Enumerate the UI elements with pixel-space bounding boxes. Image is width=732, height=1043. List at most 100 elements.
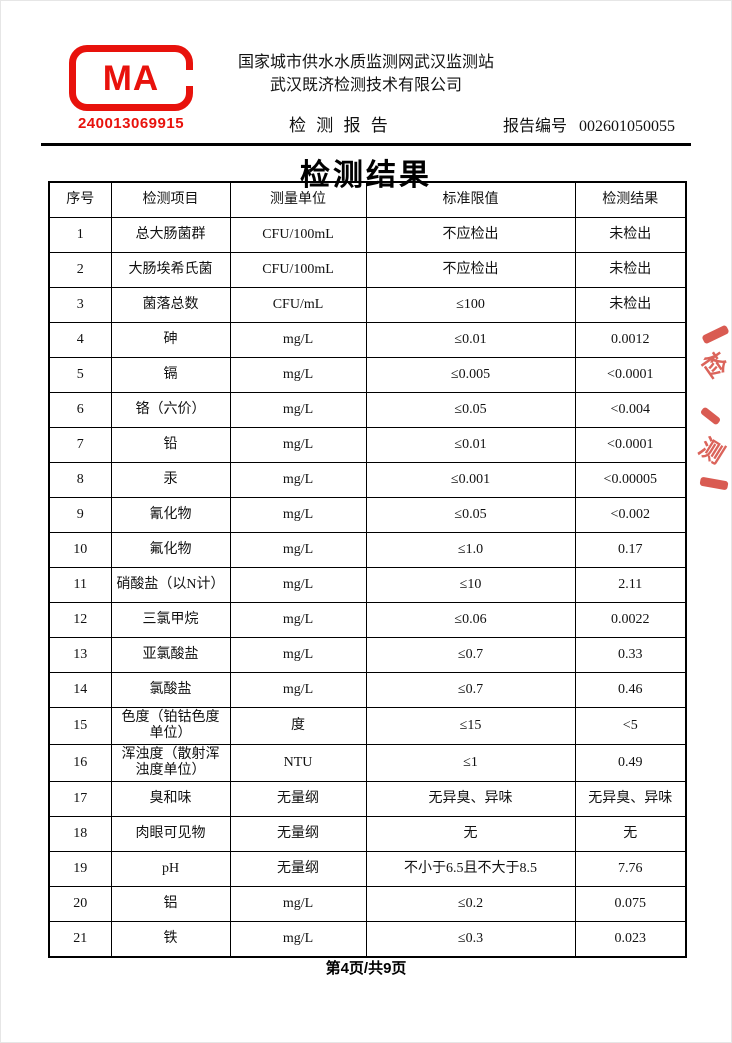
cell-item: pH (110, 851, 231, 887)
cell-index: 7 (48, 427, 112, 463)
cell-unit: 无量纲 (229, 816, 367, 852)
cell-index: 13 (48, 637, 112, 673)
cell-unit: 度 (229, 707, 367, 745)
seal-arc-icon (699, 406, 722, 426)
cell-item: 镉 (110, 357, 231, 393)
table-row: 11 硝酸盐（以N计） mg/L ≤10 2.11 (48, 567, 687, 603)
cma-logo-notch (185, 70, 193, 86)
seal-character-fragment: 检 (697, 348, 731, 384)
cell-index: 21 (48, 921, 112, 958)
col-header-unit: 测量单位 (229, 181, 367, 218)
cell-item: 大肠埃希氏菌 (110, 252, 231, 288)
cell-result: 未检出 (574, 252, 687, 288)
cell-unit: 无量纲 (229, 851, 367, 887)
cell-index: 1 (48, 217, 112, 253)
table-row: 8 汞 mg/L ≤0.001 <0.00005 (48, 462, 687, 498)
cell-index: 11 (48, 567, 112, 603)
cell-result: 未检出 (574, 217, 687, 253)
cell-result: 2.11 (574, 567, 687, 603)
cell-item: 砷 (110, 322, 231, 358)
cell-unit: mg/L (229, 357, 367, 393)
cell-unit: mg/L (229, 886, 367, 922)
table-row: 7 铅 mg/L ≤0.01 <0.0001 (48, 427, 687, 463)
table-body: 1 总大肠菌群 CFU/100mL 不应检出 未检出 2 大肠埃希氏菌 CFU/… (48, 217, 687, 958)
cell-item: 铅 (110, 427, 231, 463)
table-row: 3 菌落总数 CFU/mL ≤100 未检出 (48, 287, 687, 323)
cell-result: 无异臭、异味 (574, 781, 687, 817)
cell-unit: 无量纲 (229, 781, 367, 817)
cell-index: 6 (48, 392, 112, 428)
cell-unit: mg/L (229, 427, 367, 463)
cell-limit: 不应检出 (365, 217, 576, 253)
page-number: 第4页/共9页 (325, 960, 407, 977)
cell-result: 0.17 (574, 532, 687, 568)
table-row: 4 砷 mg/L ≤0.01 0.0012 (48, 322, 687, 358)
cell-item: 氯酸盐 (110, 672, 231, 708)
cell-unit: mg/L (229, 322, 367, 358)
table-row: 16 浑浊度（散射浑浊度单位） NTU ≤1 0.49 (48, 744, 687, 782)
cell-item: 浑浊度（散射浑浊度单位） (110, 744, 231, 782)
table-row: 19 pH 无量纲 不小于6.5且不大于8.5 7.76 (48, 851, 687, 887)
report-label: 检 测 报 告 (289, 116, 391, 135)
cell-limit: 不应检出 (365, 252, 576, 288)
col-header-limit: 标准限值 (365, 181, 576, 218)
table-row: 2 大肠埃希氏菌 CFU/100mL 不应检出 未检出 (48, 252, 687, 288)
cell-item: 肉眼可见物 (110, 816, 231, 852)
cell-index: 18 (48, 816, 112, 852)
cell-result: 0.46 (574, 672, 687, 708)
cell-limit: ≤0.3 (365, 921, 576, 958)
cell-unit: mg/L (229, 921, 367, 958)
cell-result: 0.49 (574, 744, 687, 782)
table-row: 13 亚氯酸盐 mg/L ≤0.7 0.33 (48, 637, 687, 673)
cell-index: 8 (48, 462, 112, 498)
cell-result: 0.023 (574, 921, 687, 958)
report-number: 报告编号 002601050055 (503, 112, 675, 136)
seal-arc-icon (701, 324, 730, 345)
cell-item: 硝酸盐（以N计） (110, 567, 231, 603)
cell-limit: ≤1 (365, 744, 576, 782)
cell-index: 5 (48, 357, 112, 393)
cell-result: 0.075 (574, 886, 687, 922)
seal-character-fragment: 测 (697, 434, 729, 470)
cell-item: 汞 (110, 462, 231, 498)
results-table: 序号 检测项目 测量单位 标准限值 检测结果 1 总大肠菌群 CFU/100mL… (48, 181, 687, 958)
cell-limit: ≤0.01 (365, 322, 576, 358)
cell-unit: CFU/mL (229, 287, 367, 323)
cell-result: <0.0001 (574, 357, 687, 393)
col-header-result: 检测结果 (574, 181, 687, 218)
cell-item: 氰化物 (110, 497, 231, 533)
cell-unit: mg/L (229, 602, 367, 638)
cell-index: 14 (48, 672, 112, 708)
cell-result: 无 (574, 816, 687, 852)
table-row: 15 色度（铂钴色度单位） 度 ≤15 <5 (48, 707, 687, 745)
seal-arc-icon (699, 476, 729, 491)
cell-unit: mg/L (229, 462, 367, 498)
cell-unit: mg/L (229, 672, 367, 708)
cell-limit: ≤0.7 (365, 672, 576, 708)
col-header-index: 序号 (48, 181, 112, 218)
cell-unit: NTU (229, 744, 367, 782)
cell-limit: ≤0.7 (365, 637, 576, 673)
cma-logo: MA 240013069915 (63, 45, 199, 132)
cell-item: 亚氯酸盐 (110, 637, 231, 673)
table-row: 1 总大肠菌群 CFU/100mL 不应检出 未检出 (48, 217, 687, 253)
cell-item: 臭和味 (110, 781, 231, 817)
cell-result: <0.004 (574, 392, 687, 428)
cell-unit: mg/L (229, 532, 367, 568)
report-number-label: 报告编号 (502, 118, 567, 135)
cell-limit: ≤0.05 (365, 497, 576, 533)
cell-limit: ≤100 (365, 287, 576, 323)
cell-unit: mg/L (229, 497, 367, 533)
cell-index: 20 (48, 886, 112, 922)
cell-item: 菌落总数 (110, 287, 231, 323)
table-row: 21 铁 mg/L ≤0.3 0.023 (48, 921, 687, 958)
cell-unit: mg/L (229, 567, 367, 603)
cell-result: 0.33 (574, 637, 687, 673)
red-seal-fragment: 检 测 (697, 324, 731, 502)
table-row: 5 镉 mg/L ≤0.005 <0.0001 (48, 357, 687, 393)
cell-limit: ≤10 (365, 567, 576, 603)
cma-logo-letters: MA (102, 58, 160, 98)
report-number-value: 002601050055 (579, 118, 675, 135)
cell-limit: ≤0.05 (365, 392, 576, 428)
